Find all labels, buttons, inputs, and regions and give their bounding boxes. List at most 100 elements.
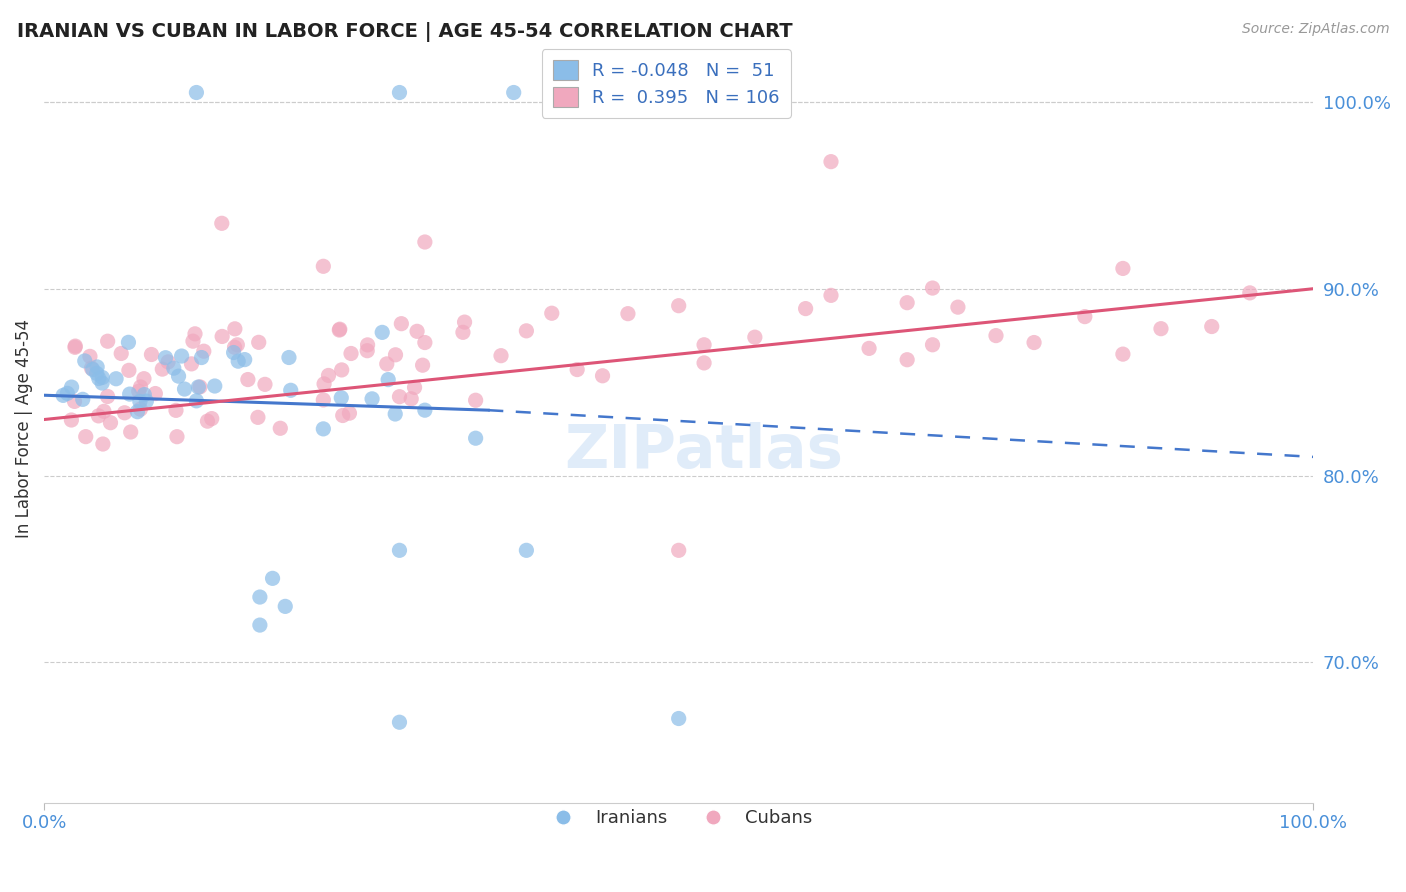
Point	[132, 372, 155, 386]
Point	[318, 368, 340, 383]
Point	[339, 406, 361, 420]
Point	[100, 416, 122, 430]
Point	[312, 260, 335, 274]
Point	[63, 394, 86, 409]
Point	[375, 357, 398, 371]
Legend: Iranians, Cubans: Iranians, Cubans	[537, 802, 820, 835]
Point	[236, 373, 259, 387]
Point	[451, 326, 474, 340]
Point	[170, 349, 193, 363]
Point	[110, 346, 132, 360]
Point	[222, 345, 245, 359]
Point	[72, 392, 94, 407]
Point	[163, 361, 186, 376]
Point	[384, 407, 406, 421]
Point	[118, 363, 141, 377]
Point	[129, 380, 152, 394]
Point	[406, 324, 429, 338]
Point	[1022, 335, 1045, 350]
Point	[388, 715, 411, 730]
Point	[412, 358, 434, 372]
Point	[413, 335, 436, 350]
Point	[249, 590, 271, 604]
Point	[820, 288, 842, 302]
Point	[668, 711, 690, 725]
Point	[82, 362, 104, 376]
Point	[269, 421, 291, 435]
Point	[413, 403, 436, 417]
Point	[173, 382, 195, 396]
Point	[165, 403, 187, 417]
Text: Source: ZipAtlas.com: Source: ZipAtlas.com	[1241, 22, 1389, 37]
Point	[186, 393, 208, 408]
Point	[75, 430, 97, 444]
Point	[515, 543, 537, 558]
Point	[180, 357, 202, 371]
Point	[120, 425, 142, 439]
Point	[134, 387, 156, 401]
Point	[820, 154, 842, 169]
Point	[356, 343, 378, 358]
Point	[93, 404, 115, 418]
Point	[592, 368, 614, 383]
Point	[197, 414, 219, 428]
Text: IRANIAN VS CUBAN IN LABOR FORCE | AGE 45-54 CORRELATION CHART: IRANIAN VS CUBAN IN LABOR FORCE | AGE 45…	[17, 22, 793, 42]
Point	[211, 329, 233, 343]
Point	[187, 380, 209, 394]
Point	[1201, 319, 1223, 334]
Point	[226, 338, 249, 352]
Point	[201, 411, 224, 425]
Point	[60, 413, 83, 427]
Point	[377, 373, 399, 387]
Point	[105, 372, 128, 386]
Point	[693, 338, 716, 352]
Point	[540, 306, 562, 320]
Point	[565, 362, 588, 376]
Point	[143, 386, 166, 401]
Point	[896, 352, 918, 367]
Point	[340, 346, 363, 360]
Point	[128, 394, 150, 409]
Point	[388, 86, 411, 100]
Point	[896, 295, 918, 310]
Point	[489, 349, 512, 363]
Point	[617, 307, 640, 321]
Point	[330, 363, 353, 377]
Point	[155, 351, 177, 365]
Point	[86, 367, 108, 381]
Point	[668, 543, 690, 558]
Point	[464, 393, 486, 408]
Point	[114, 406, 136, 420]
Point	[1239, 285, 1261, 300]
Point	[190, 351, 212, 365]
Point	[413, 235, 436, 249]
Point	[193, 344, 215, 359]
Point	[79, 350, 101, 364]
Point	[87, 371, 110, 385]
Point	[60, 380, 83, 394]
Point	[129, 402, 152, 417]
Point	[453, 315, 475, 329]
Point	[73, 354, 96, 368]
Point	[330, 391, 353, 405]
Point	[984, 328, 1007, 343]
Point	[186, 86, 208, 100]
Point	[1112, 347, 1135, 361]
Point	[794, 301, 817, 316]
Point	[167, 369, 190, 384]
Point	[314, 376, 336, 391]
Point	[226, 354, 249, 368]
Point	[388, 390, 411, 404]
Point	[224, 322, 246, 336]
Point	[262, 571, 284, 585]
Point	[356, 338, 378, 352]
Point	[224, 340, 246, 354]
Y-axis label: In Labor Force | Age 45-54: In Labor Force | Age 45-54	[15, 319, 32, 539]
Point	[87, 409, 110, 423]
Point	[312, 422, 335, 436]
Point	[328, 323, 350, 337]
Point	[404, 380, 426, 394]
Point	[150, 362, 173, 376]
Point	[181, 334, 204, 348]
Point	[91, 370, 114, 384]
